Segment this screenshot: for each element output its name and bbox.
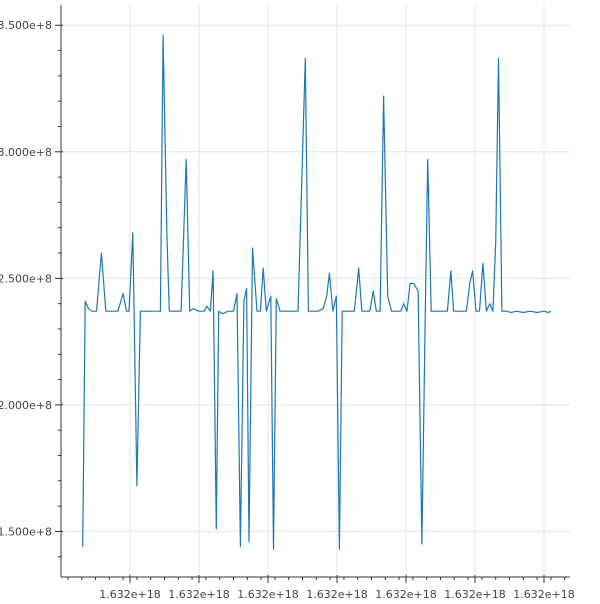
axes: 1.500e+8 2.000e+8 2.500e+8 3.000e+8 3.500e+8… — [0, 5, 575, 601]
x-tick-label: 1.632e+18 — [306, 588, 367, 600]
y-tick-label: 3.500e+8 — [0, 19, 52, 32]
x-tick-label: 1.632e+18 — [444, 588, 505, 600]
x-tick-label: 1.632e+18 — [513, 588, 574, 600]
y-tick-label: 2.500e+8 — [0, 272, 52, 285]
x-tick-label: 1.632e+18 — [375, 588, 436, 600]
x-tick-label: 1.632e+18 — [99, 588, 160, 600]
y-tick-label: 1.500e+8 — [0, 525, 52, 538]
series-line — [82, 34, 552, 550]
x-tick-label: 1.632e+18 — [237, 588, 298, 600]
series-layer — [82, 34, 552, 550]
y-tick-label: 3.000e+8 — [0, 146, 52, 159]
y-tick-label: 2.000e+8 — [0, 399, 52, 412]
x-tick-label: 1.632e+18 — [168, 588, 229, 600]
